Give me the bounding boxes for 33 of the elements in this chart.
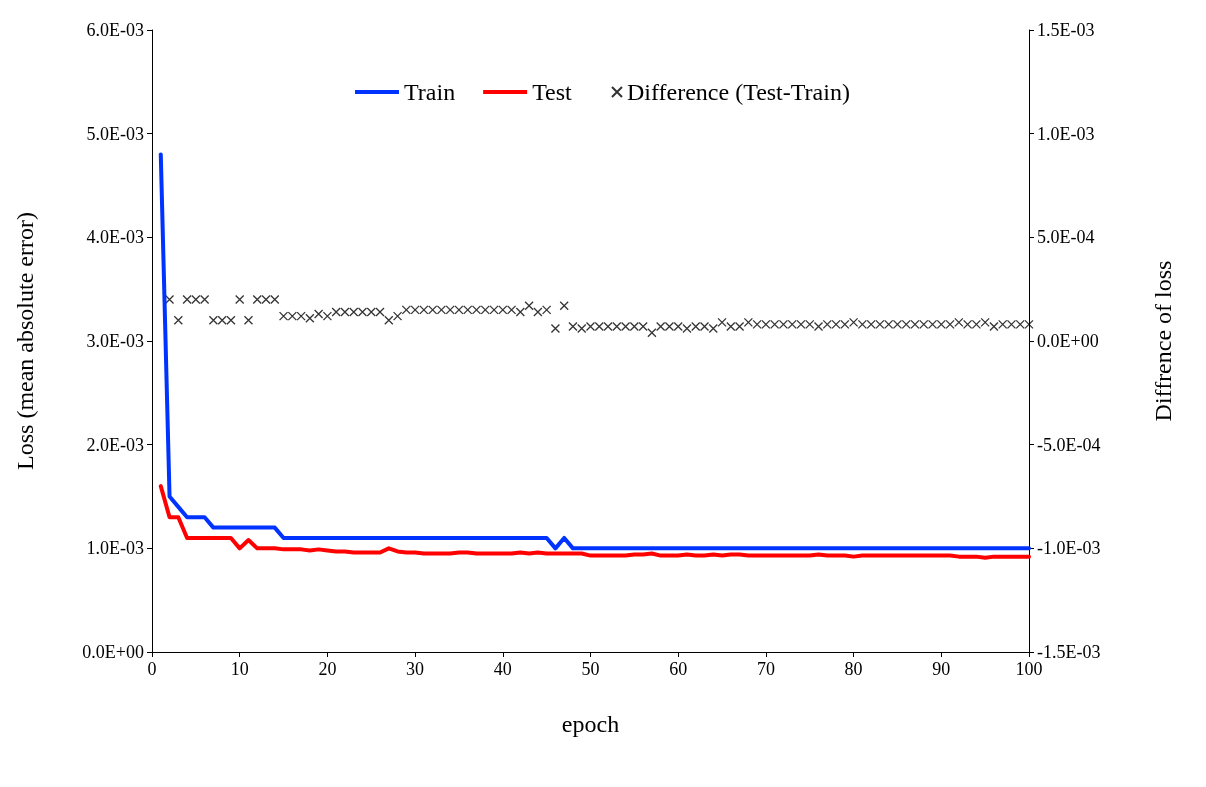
y-axis-title: Loss (mean absolute error) xyxy=(12,212,38,470)
legend-label: Train xyxy=(404,79,456,105)
legend-label: Difference (Test-Train) xyxy=(627,79,850,105)
y-tick-label: 0.0E+00 xyxy=(82,642,144,662)
y-tick-label: 5.0E-03 xyxy=(86,123,144,144)
x-tick-label: 20 xyxy=(318,659,337,679)
x-tick-label: 90 xyxy=(932,659,951,679)
x-tick-label: 0 xyxy=(147,659,157,679)
x-tick-label: 10 xyxy=(230,659,249,679)
y2-tick-label: -1.5E-03 xyxy=(1037,642,1101,662)
legend-label: Test xyxy=(532,79,573,105)
x-tick-label: 100 xyxy=(1015,659,1043,679)
line-series xyxy=(158,152,1031,551)
line-series xyxy=(158,484,1031,560)
x-tick-label: 80 xyxy=(844,659,863,679)
y2-tick-label: 5.0E-04 xyxy=(1037,227,1095,248)
y2-tick-label: 0.0E+00 xyxy=(1037,331,1099,351)
y-tick-label: 4.0E-03 xyxy=(86,227,144,248)
y-tick-label: 6.0E-03 xyxy=(86,20,144,40)
x-tick-label: 60 xyxy=(669,659,688,679)
y2-tick-label: -1.0E-03 xyxy=(1037,538,1101,559)
x-tick-label: 30 xyxy=(406,659,425,679)
y-tick-label: 2.0E-03 xyxy=(86,434,144,455)
x-tick-label: 40 xyxy=(493,659,512,679)
x-tick-label: 70 xyxy=(756,659,775,679)
x-axis-title: epoch xyxy=(561,711,620,737)
y-tick-label: 1.0E-03 xyxy=(86,538,144,559)
y2-tick-label: 1.0E-03 xyxy=(1037,123,1095,144)
y-tick-label: 3.0E-03 xyxy=(86,331,144,351)
y2-tick-label: 1.5E-03 xyxy=(1037,20,1095,40)
x-tick-label: 50 xyxy=(581,659,600,679)
y2-tick-label: -5.0E-04 xyxy=(1037,434,1101,455)
y2-axis-title: Diffrence of loss xyxy=(1150,260,1176,422)
